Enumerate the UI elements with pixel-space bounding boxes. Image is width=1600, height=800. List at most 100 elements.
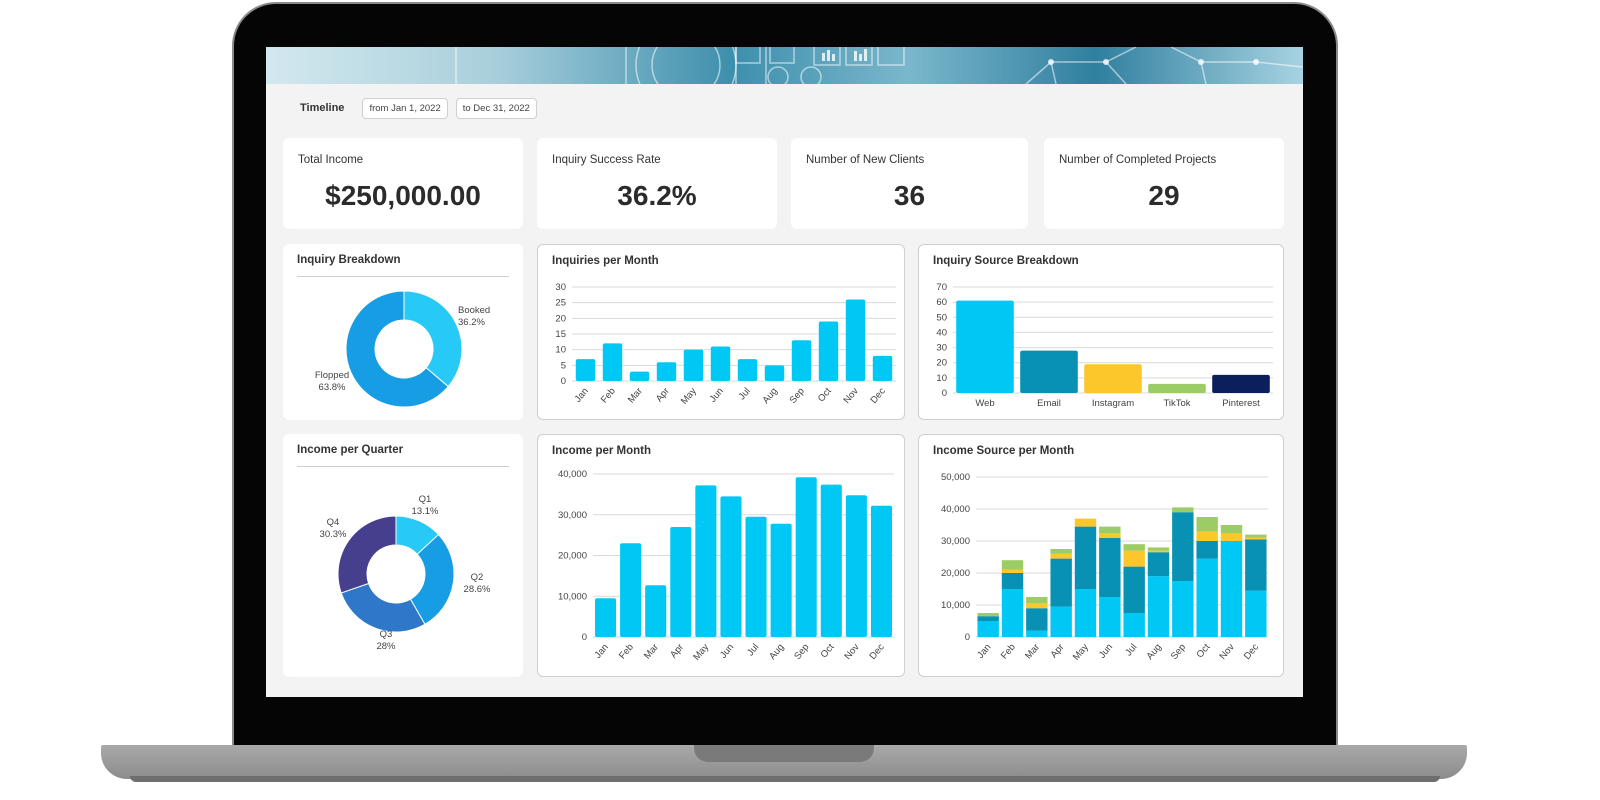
banner-decoration (455, 47, 1303, 84)
bar-segment (1196, 517, 1218, 532)
bar (870, 505, 892, 637)
y-tick-label: 30 (936, 343, 947, 354)
bar (1212, 374, 1270, 393)
bar-segment (1099, 597, 1121, 637)
x-tick-label: Dec (1242, 642, 1261, 662)
kpi-label: Number of Completed Projects (1059, 154, 1217, 166)
x-tick-label: Apr (668, 642, 686, 660)
kpi-value: 29 (1148, 180, 1180, 211)
bar-segment (1245, 539, 1267, 591)
bar (818, 321, 839, 381)
timeline-to-chip[interactable]: to Dec 31, 2022 (455, 97, 537, 119)
income-source-card: Income Source per Month 0 10,000 20,000 30,… (918, 434, 1284, 677)
dashboard-screen: Timeline from Jan 1, 2022 to Dec 31, 202… (266, 47, 1303, 697)
income-per-month-chart: 0 10,000 20,000 30,000 40,000 Jan Feb Mar Apr May… (558, 469, 894, 663)
x-tick-label: Aug (1145, 642, 1164, 662)
card-title: Income per Quarter (297, 444, 404, 456)
slice-percent-label: 30.3% (320, 529, 347, 540)
bar (795, 477, 817, 637)
bar-segment (1099, 526, 1121, 533)
bar-segment (1220, 541, 1243, 637)
bar-segment (1099, 537, 1121, 597)
kpi-label: Total Income (298, 154, 364, 166)
x-tick-label: Sep (1169, 642, 1188, 662)
bar (1148, 383, 1206, 393)
bar-segment (1050, 606, 1072, 637)
bar-segment (1147, 576, 1170, 637)
bar-segment (1050, 558, 1072, 607)
x-tick-label: Nov (842, 642, 861, 662)
y-tick-label: 0 (965, 632, 970, 643)
donut-slice (345, 290, 449, 408)
slice-percent-label: 63.8% (319, 382, 346, 393)
bar (720, 496, 742, 637)
bar (620, 543, 642, 637)
bar-segment (1220, 525, 1243, 533)
income-per-quarter-card: Income per Quarter Q1 13.1% Q2 28.6% Q3 28% Q4… (283, 434, 523, 677)
x-tick-label: Mar (642, 642, 661, 662)
y-tick-label: 10 (936, 373, 947, 384)
slice-label: Q3 (380, 629, 393, 640)
x-tick-label: Sep (788, 386, 807, 406)
bar-segment (1123, 566, 1145, 613)
x-tick-label: Jul (745, 642, 761, 658)
x-tick-label: Jul (737, 386, 753, 402)
bar (670, 526, 692, 637)
y-tick-label: 10,000 (941, 600, 970, 611)
bar (764, 365, 785, 381)
header-banner-image (266, 47, 1303, 84)
x-tick-label: TikTok (1163, 398, 1190, 409)
laptop-base-shadow (130, 776, 1440, 782)
bar-segment (1001, 569, 1024, 573)
timeline-from-chip[interactable]: from Jan 1, 2022 (362, 97, 448, 119)
slice-percent-label: 36.2% (458, 317, 485, 328)
divider (297, 276, 509, 277)
slice-percent-label: 28% (376, 641, 396, 652)
bar (602, 343, 623, 381)
bar (595, 598, 617, 637)
inquiries-per-month-chart: 0 5 10 15 20 25 30 Jan Feb Mar Apr May Jun Jul Aug Sep O… (555, 282, 896, 407)
bar (845, 495, 867, 637)
bar-segment (1245, 534, 1267, 538)
y-tick-label: 20 (555, 313, 566, 324)
bar-segment (1001, 589, 1024, 637)
x-tick-label: Pinterest (1222, 398, 1260, 409)
bar (845, 299, 866, 381)
bar-segment (1245, 537, 1267, 540)
y-tick-label: 40,000 (558, 469, 587, 480)
timeline-label: Timeline (300, 102, 345, 114)
x-tick-label: Jan (573, 386, 591, 405)
bar-segment (1147, 552, 1170, 577)
bar (737, 359, 758, 381)
x-tick-label: Web (975, 398, 994, 409)
donut-slice (337, 515, 397, 594)
bar (683, 349, 704, 381)
bar (1020, 350, 1078, 393)
bar (770, 523, 792, 637)
income-source-chart: 0 10,000 20,000 30,000 40,000 50,000 Jan Feb Mar… (941, 472, 1268, 663)
x-tick-label: Feb (617, 642, 636, 662)
x-tick-label: Instagram (1092, 398, 1134, 409)
x-tick-label: May (679, 386, 699, 407)
x-tick-label: Apr (1049, 642, 1067, 660)
kpi-card-inquiry-success-rate: Inquiry Success Rate 36.2% (537, 138, 777, 229)
donut-slice (409, 533, 455, 625)
slice-label: Q4 (327, 517, 340, 528)
y-tick-label: 60 (936, 297, 947, 308)
bar (820, 484, 842, 637)
bar-segment (1026, 630, 1048, 637)
x-tick-label: Nov (1218, 642, 1237, 662)
bar-segment (1172, 507, 1194, 513)
x-tick-label: Dec (869, 386, 888, 406)
bar-segment (1074, 589, 1097, 637)
income-per-month-card: Income per Month 0 10,000 20,000 30,000 40,0… (537, 434, 905, 677)
x-tick-label: Dec (867, 642, 886, 662)
x-tick-label: Aug (767, 642, 786, 662)
timeline-filter: Timeline from Jan 1, 2022 to Dec 31, 202… (300, 97, 537, 119)
x-tick-label: Mar (1023, 642, 1042, 662)
y-tick-label: 25 (555, 298, 566, 309)
x-tick-label: Jun (1097, 642, 1115, 661)
bar-segment (1001, 573, 1024, 589)
